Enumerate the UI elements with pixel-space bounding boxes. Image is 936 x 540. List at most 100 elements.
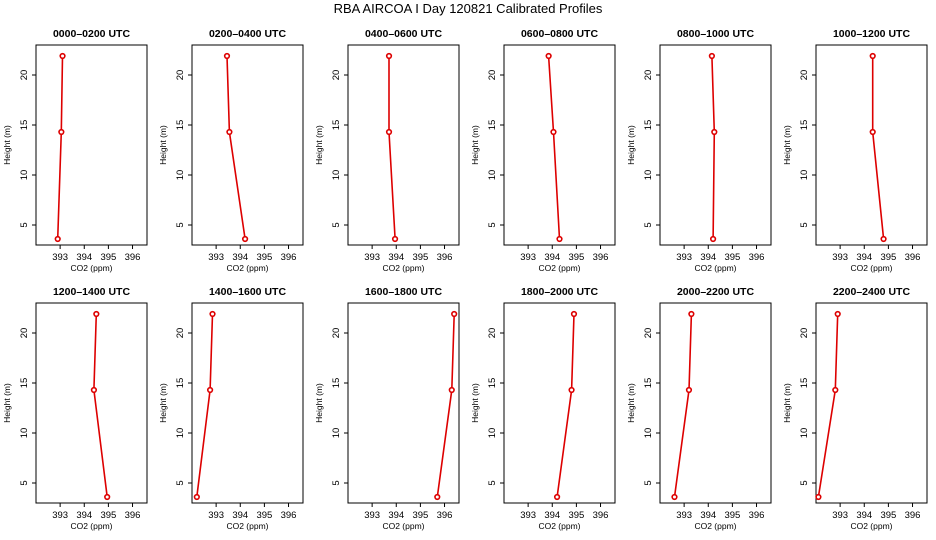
x-tick-label: 394: [544, 510, 560, 521]
plot-frame: [35, 44, 148, 246]
x-tick-label: 393: [364, 252, 380, 263]
co2-data-point: [223, 52, 231, 60]
co2-data-point: [209, 310, 216, 318]
x-axis-label: CO2 (ppm): [226, 521, 268, 531]
y-tick-label: 5: [799, 222, 810, 227]
x-tick-label: 395: [412, 252, 428, 263]
x-tick-label: 395: [412, 510, 428, 521]
x-tick-label: 396: [281, 510, 297, 521]
x-tick-label: 393: [676, 510, 692, 521]
y-tick-label: 5: [331, 480, 342, 485]
co2-profile-line: [436, 313, 455, 498]
co2-data-point: [869, 52, 876, 60]
x-axis-label: CO2 (ppm): [538, 521, 580, 531]
co2-profile-line: [556, 313, 575, 498]
plot-frame: [815, 302, 928, 504]
co2-data-point: [570, 310, 578, 318]
panel-title: 1200–1400 UTC: [53, 286, 130, 298]
y-tick-label: 10: [643, 170, 654, 181]
co2-profile-line: [196, 313, 214, 498]
x-tick-label: 396: [593, 510, 609, 521]
y-axis-label: Height (m): [158, 125, 168, 165]
co2-data-point: [832, 386, 839, 394]
profile-panel: 1000–1200 UTC 393 394 395 396 5 10 15 20 CO2 (ppm…: [782, 28, 928, 273]
panels-grid: 0000–0200 UTC 393 394 395 396 5 10 15 20 CO2 (ppm…: [2, 28, 928, 531]
x-tick-label: 396: [437, 510, 453, 521]
y-tick-label: 20: [487, 328, 498, 339]
x-tick-label: 393: [208, 252, 224, 263]
y-tick-label: 15: [487, 120, 498, 131]
co2-profile-line: [547, 55, 561, 240]
y-tick-label: 20: [643, 70, 654, 81]
y-tick-label: 15: [19, 378, 30, 389]
y-tick-label: 5: [175, 222, 186, 227]
y-axis-label: Height (m): [626, 383, 636, 423]
y-tick-label: 15: [487, 378, 498, 389]
co2-data-point: [90, 386, 98, 394]
y-tick-label: 20: [175, 70, 186, 81]
y-axis-label: Height (m): [626, 125, 636, 165]
plot-frame: [35, 302, 148, 504]
x-axis-label: CO2 (ppm): [850, 263, 892, 273]
co2-profile-line: [56, 55, 64, 240]
x-tick-label: 395: [100, 252, 116, 263]
plot-frame: [347, 302, 460, 504]
co2-data-point: [880, 235, 887, 243]
panel-title: 1000–1200 UTC: [833, 28, 910, 40]
y-tick-label: 5: [643, 222, 654, 227]
x-tick-label: 393: [520, 510, 536, 521]
x-tick-label: 393: [832, 510, 848, 521]
x-tick-label: 394: [76, 252, 92, 263]
y-tick-label: 10: [487, 170, 498, 181]
x-tick-label: 394: [544, 252, 560, 263]
co2-data-point: [815, 493, 822, 501]
plot-frame: [659, 302, 772, 504]
x-axis-label: CO2 (ppm): [70, 263, 112, 273]
x-tick-label: 396: [749, 510, 765, 521]
x-tick-label: 394: [388, 252, 404, 263]
y-tick-label: 20: [331, 70, 342, 81]
y-tick-label: 5: [799, 480, 810, 485]
y-tick-label: 20: [19, 328, 30, 339]
x-tick-label: 395: [256, 252, 272, 263]
y-tick-label: 15: [643, 378, 654, 389]
y-axis-label: Height (m): [782, 125, 792, 165]
y-tick-label: 10: [643, 428, 654, 439]
co2-data-point: [550, 128, 557, 136]
co2-data-point: [711, 128, 718, 136]
co2-data-point: [568, 386, 575, 394]
y-tick-label: 5: [487, 222, 498, 227]
co2-data-point: [688, 310, 695, 318]
x-tick-label: 396: [125, 510, 141, 521]
x-tick-label: 394: [388, 510, 404, 521]
x-axis-label: CO2 (ppm): [382, 263, 424, 273]
profile-panel: 0400–0600 UTC 393 394 395 396 5 10 15 20 CO2 (ppm…: [314, 28, 460, 273]
x-tick-label: 394: [232, 252, 248, 263]
co2-data-point: [834, 310, 841, 318]
x-tick-label: 393: [520, 252, 536, 263]
panel-title: 0000–0200 UTC: [53, 28, 130, 40]
x-tick-label: 395: [724, 510, 740, 521]
co2-data-point: [385, 128, 393, 136]
profile-panel: 0600–0800 UTC 393 394 395 396 5 10 15 20 CO2 (ppm…: [470, 28, 616, 273]
plot-frame: [191, 302, 304, 504]
co2-profile-line: [817, 313, 839, 498]
y-axis-label: Height (m): [782, 383, 792, 423]
plot-frame: [347, 44, 460, 246]
x-tick-label: 395: [568, 252, 584, 263]
y-tick-label: 10: [331, 428, 342, 439]
co2-profile-line: [711, 55, 716, 240]
x-axis-label: CO2 (ppm): [694, 263, 736, 273]
co2-data-point: [59, 52, 66, 60]
x-tick-label: 395: [880, 252, 896, 263]
co2-data-point: [193, 493, 200, 501]
panel-title: 2000–2200 UTC: [677, 286, 754, 298]
y-tick-label: 20: [487, 70, 498, 81]
x-tick-label: 393: [676, 252, 692, 263]
x-tick-label: 393: [52, 510, 68, 521]
profile-panel: 2000–2200 UTC 393 394 395 396 5 10 15 20 CO2 (ppm…: [626, 286, 772, 531]
profile-panel: 0000–0200 UTC 393 394 395 396 5 10 15 20 CO2 (ppm…: [2, 28, 148, 273]
x-axis-label: CO2 (ppm): [382, 521, 424, 531]
co2-profile-line: [388, 56, 396, 240]
